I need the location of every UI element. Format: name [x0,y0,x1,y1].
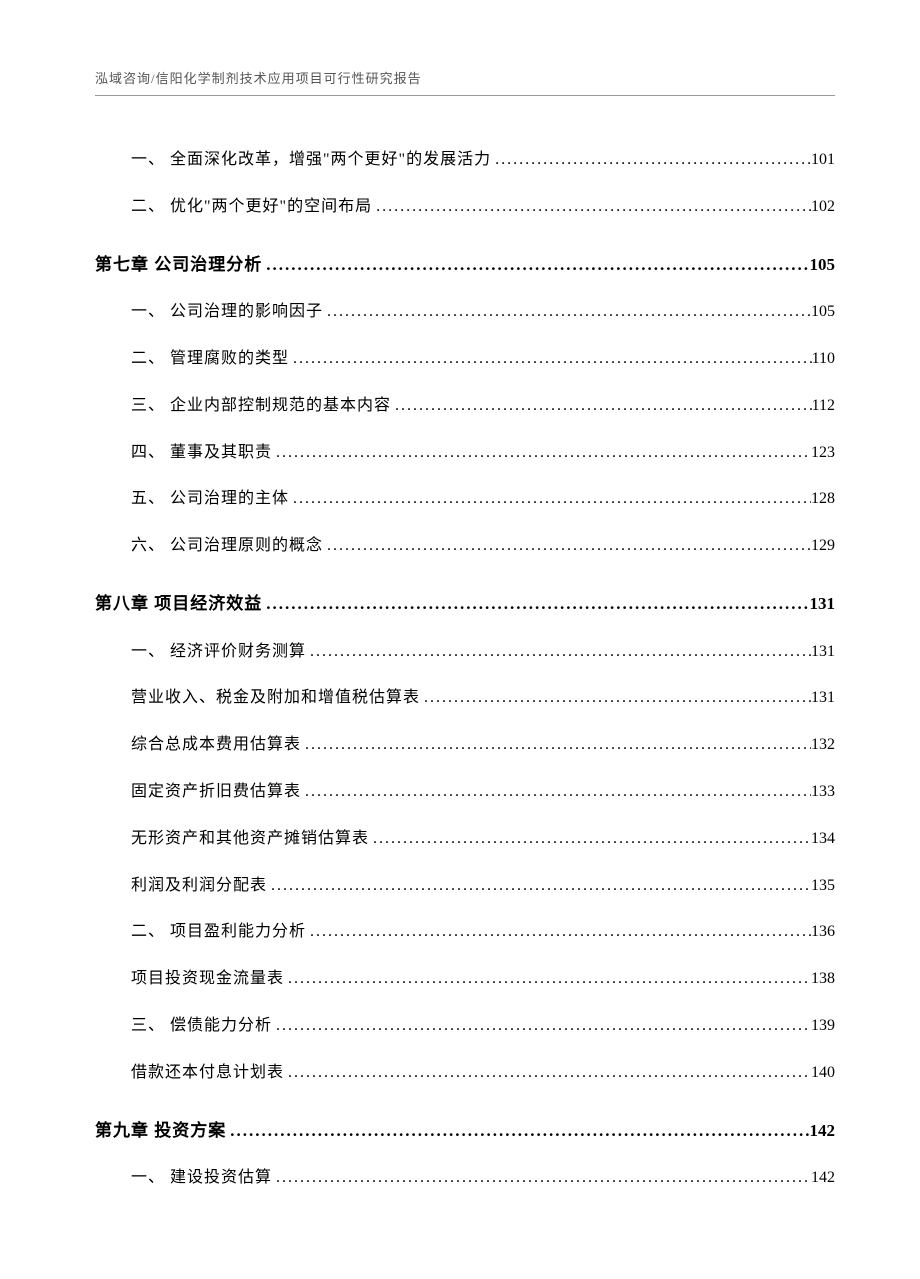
toc-label: 综合总成本费用估算表 [131,731,301,760]
toc-page-number: 112 [812,392,835,421]
toc-label: 第七章 公司治理分析 [95,250,262,281]
toc-chapter-entry: 第八章 项目经济效益..............................… [95,589,835,620]
toc-page-number: 132 [811,731,835,760]
toc-sub-entry: 二、 项目盈利能力分析.............................… [95,918,835,947]
toc-label: 五、 公司治理的主体 [131,485,289,514]
toc-leader-dots: ........................................… [301,778,811,807]
toc-leader-dots: ........................................… [391,392,812,421]
toc-label: 六、 公司治理原则的概念 [131,532,323,561]
toc-sub-entry: 一、 建设投资估算...............................… [95,1164,835,1193]
toc-page-number: 139 [811,1012,835,1041]
toc-leader-dots: ........................................… [306,638,811,667]
toc-page-number: 110 [812,345,835,374]
toc-page-number: 102 [811,193,835,222]
toc-page-number: 131 [811,684,835,713]
toc-page-number: 105 [811,298,835,327]
toc-leader-dots: ........................................… [369,825,811,854]
toc-label: 利润及利润分配表 [131,872,267,901]
toc-leader-dots: ........................................… [323,532,811,561]
page-header: 泓域咨询/信阳化学制剂技术应用项目可行性研究报告 [95,68,835,96]
toc-leader-dots: ........................................… [289,345,812,374]
toc-sub-entry: 借款还本付息计划表...............................… [95,1059,835,1088]
toc-label: 第八章 项目经济效益 [95,589,262,620]
toc-label: 二、 项目盈利能力分析 [131,918,306,947]
toc-leader-dots: ........................................… [420,684,811,713]
toc-chapter-entry: 第七章 公司治理分析..............................… [95,250,835,281]
toc-label: 三、 偿债能力分析 [131,1012,272,1041]
toc-sub-entry: 六、 公司治理原则的概念............................… [95,532,835,561]
toc-label: 二、 管理腐败的类型 [131,345,289,374]
toc-page-number: 101 [811,146,835,175]
toc-sub-entry: 五、 公司治理的主体..............................… [95,485,835,514]
toc-page-number: 138 [811,965,835,994]
toc-sub-entry: 无形资产和其他资产摊销估算表..........................… [95,825,835,854]
table-of-contents: 一、 全面深化改革，增强"两个更好"的发展活力.................… [95,146,835,1193]
toc-label: 一、 公司治理的影响因子 [131,298,323,327]
toc-leader-dots: ........................................… [226,1116,809,1147]
toc-leader-dots: ........................................… [491,146,811,175]
toc-sub-entry: 利润及利润分配表................................… [95,872,835,901]
toc-sub-entry: 二、 管理腐败的类型..............................… [95,345,835,374]
toc-leader-dots: ........................................… [306,918,811,947]
toc-page-number: 133 [811,778,835,807]
toc-leader-dots: ........................................… [262,250,809,281]
toc-page-number: 105 [810,250,836,281]
toc-sub-entry: 二、 优化"两个更好"的空间布局........................… [95,193,835,222]
toc-sub-entry: 四、 董事及其职责...............................… [95,439,835,468]
toc-page-number: 142 [810,1116,836,1147]
toc-leader-dots: ........................................… [323,298,811,327]
toc-sub-entry: 一、 公司治理的影响因子............................… [95,298,835,327]
toc-sub-entry: 固定资产折旧费估算表..............................… [95,778,835,807]
toc-sub-entry: 综合总成本费用估算表..............................… [95,731,835,760]
toc-label: 借款还本付息计划表 [131,1059,284,1088]
toc-label: 一、 建设投资估算 [131,1164,272,1193]
header-text: 泓域咨询/信阳化学制剂技术应用项目可行性研究报告 [95,71,422,86]
toc-sub-entry: 项目投资现金流量表...............................… [95,965,835,994]
toc-label: 固定资产折旧费估算表 [131,778,301,807]
toc-label: 四、 董事及其职责 [131,439,272,468]
toc-page-number: 140 [811,1059,835,1088]
toc-page-number: 131 [810,589,836,620]
toc-page-number: 142 [811,1164,835,1193]
toc-leader-dots: ........................................… [372,193,811,222]
toc-leader-dots: ........................................… [284,965,811,994]
toc-page-number: 131 [811,638,835,667]
toc-sub-entry: 一、 全面深化改革，增强"两个更好"的发展活力.................… [95,146,835,175]
toc-leader-dots: ........................................… [284,1059,811,1088]
toc-leader-dots: ........................................… [262,589,809,620]
toc-label: 三、 企业内部控制规范的基本内容 [131,392,391,421]
toc-sub-entry: 三、 偿债能力分析...............................… [95,1012,835,1041]
toc-page-number: 128 [811,485,835,514]
toc-page-number: 136 [811,918,835,947]
toc-leader-dots: ........................................… [289,485,811,514]
toc-page-number: 134 [811,825,835,854]
toc-sub-entry: 一、 经济评价财务测算.............................… [95,638,835,667]
toc-label: 项目投资现金流量表 [131,965,284,994]
toc-sub-entry: 三、 企业内部控制规范的基本内容........................… [95,392,835,421]
toc-leader-dots: ........................................… [272,439,811,468]
toc-label: 一、 经济评价财务测算 [131,638,306,667]
toc-label: 第九章 投资方案 [95,1116,226,1147]
toc-page-number: 129 [811,532,835,561]
toc-page-number: 123 [811,439,835,468]
toc-leader-dots: ........................................… [267,872,811,901]
toc-label: 营业收入、税金及附加和增值税估算表 [131,684,420,713]
toc-leader-dots: ........................................… [272,1012,811,1041]
toc-leader-dots: ........................................… [301,731,811,760]
toc-chapter-entry: 第九章 投资方案................................… [95,1116,835,1147]
toc-leader-dots: ........................................… [272,1164,811,1193]
toc-label: 二、 优化"两个更好"的空间布局 [131,193,372,222]
toc-page-number: 135 [811,872,835,901]
toc-sub-entry: 营业收入、税金及附加和增值税估算表.......................… [95,684,835,713]
toc-label: 无形资产和其他资产摊销估算表 [131,825,369,854]
toc-label: 一、 全面深化改革，增强"两个更好"的发展活力 [131,146,491,175]
